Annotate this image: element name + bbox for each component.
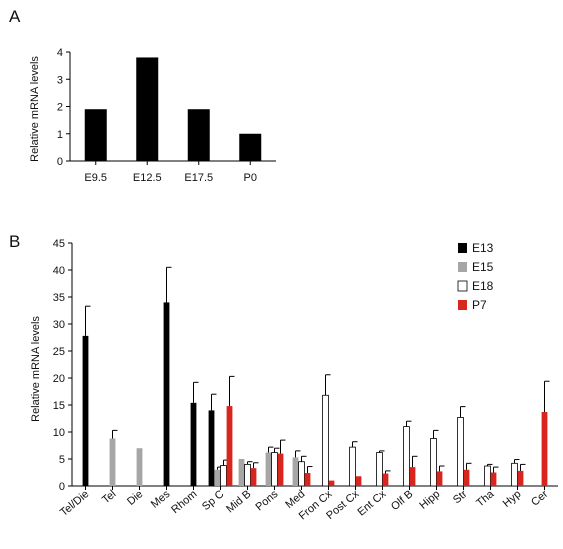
panel-b-x-tick-label: Tha bbox=[474, 488, 497, 510]
panel-a-y-tick-label: 2 bbox=[57, 102, 63, 114]
panel-a-y-tick-label: 1 bbox=[57, 129, 63, 141]
panel-a-bar bbox=[84, 109, 107, 161]
panel-b-bar-e13 bbox=[163, 302, 170, 486]
panel-b-x-tick-label: Hipp bbox=[417, 488, 442, 512]
panel-b-bar-e18 bbox=[298, 461, 305, 487]
legend-swatch-e18 bbox=[457, 280, 468, 292]
panel-b-bar-p7 bbox=[490, 472, 497, 486]
panel-b-bar-e18 bbox=[244, 463, 251, 487]
panel-b-x-tick-label: Sp C bbox=[200, 488, 226, 513]
panel-a-x-tick-label: E12.5 bbox=[133, 172, 162, 184]
panel-b-x-tick-label: Rhom bbox=[169, 488, 199, 516]
panel-b-x-tick-label: Cer bbox=[529, 488, 551, 509]
panel-b-x-tick-label: Str bbox=[451, 488, 470, 506]
panel-b-bar-p7 bbox=[409, 467, 416, 486]
legend-label-p7: P7 bbox=[472, 298, 487, 312]
panel-b-legend: E13 E15 E18 P7 bbox=[457, 241, 494, 312]
panel-b-bar-p7 bbox=[382, 473, 389, 486]
panel-b-x-tick-label: Mid B bbox=[224, 488, 253, 515]
panel-b-bar-e15 bbox=[292, 457, 299, 486]
panel-b-y-tick-label: 10 bbox=[53, 427, 65, 439]
panel-b-bar-p7 bbox=[436, 471, 443, 486]
panel-b-bar-e18 bbox=[376, 452, 383, 487]
legend-label-e18: E18 bbox=[472, 279, 494, 293]
panel-b-x-tick-label: Olf B bbox=[389, 488, 415, 513]
legend-swatch-e13 bbox=[458, 243, 467, 253]
panel-b-bar-p7 bbox=[541, 412, 548, 486]
panel-a-y-tick-label: 4 bbox=[57, 47, 63, 59]
panel-a-y-tick-label: 0 bbox=[57, 156, 63, 168]
panel-a-x-tick-label: P0 bbox=[244, 172, 257, 184]
panel-b-bar-e18 bbox=[430, 438, 437, 487]
panel-b-x-tick-label: Pons bbox=[254, 488, 281, 514]
panel-b-y-tick-label: 35 bbox=[53, 292, 65, 304]
panel-b-bar-e18 bbox=[511, 462, 518, 487]
panel-b-bar-p7 bbox=[304, 473, 311, 486]
panel-b-bar-p7 bbox=[517, 470, 524, 486]
panel-b-y-axis-title: Relative mRNA levels bbox=[30, 316, 42, 422]
panel-b-bar-e18 bbox=[271, 452, 278, 487]
panel-b-y-tick-label: 5 bbox=[59, 454, 65, 466]
panel-b-bar-e15 bbox=[109, 438, 116, 486]
legend-label-e15: E15 bbox=[472, 260, 494, 274]
panel-b-bar-p7 bbox=[463, 469, 470, 486]
panel-b-x-tick-label: Tel bbox=[100, 488, 118, 506]
panel-b-bar-e15 bbox=[238, 459, 245, 486]
panel-b-bar-e15 bbox=[136, 448, 143, 486]
panel-b-letter: B bbox=[9, 232, 20, 251]
panel-b-bar-e13 bbox=[208, 410, 215, 486]
panel-b-y-tick-label: 15 bbox=[53, 400, 65, 412]
panel-b-bar-e15 bbox=[265, 452, 272, 486]
panel-a-bar bbox=[187, 109, 210, 161]
panel-b-bar-e18 bbox=[349, 446, 356, 487]
panel-b-y-tick-label: 20 bbox=[53, 373, 65, 385]
panel-b-bar-p7 bbox=[328, 480, 335, 486]
panel-b-bar-e18 bbox=[457, 417, 464, 487]
panel-b-bar-e18 bbox=[322, 394, 329, 487]
panel-b-x-tick-label: Die bbox=[125, 488, 145, 508]
panel-a-bar bbox=[136, 57, 159, 162]
panel-b-bar-p7 bbox=[250, 468, 257, 486]
panel-b-bar-e15 bbox=[214, 469, 221, 486]
panel-b-bar-e18 bbox=[220, 465, 227, 487]
panel-a-y-tick-label: 3 bbox=[57, 74, 63, 86]
panel-b-y-tick-label: 0 bbox=[59, 481, 65, 493]
panel-a-letter: A bbox=[9, 7, 21, 26]
panel-a-x-tick-label: E17.5 bbox=[184, 172, 213, 184]
panel-b-x-tick-label: Hyp bbox=[501, 488, 524, 510]
panel-a-chart: Relative mRNA levels 0 1 2 3 4 E9.5 E12.5 E17.5… bbox=[29, 47, 276, 184]
panel-a-bar bbox=[239, 133, 262, 161]
panel-a-x-tick-label: E9.5 bbox=[84, 172, 107, 184]
panel-b-bar-e18 bbox=[403, 426, 410, 487]
panel-b-bar-e18 bbox=[484, 465, 491, 487]
panel-b-bar-p7 bbox=[277, 453, 284, 486]
legend-swatch-p7 bbox=[458, 300, 467, 310]
panel-b-y-tick-label: 30 bbox=[53, 319, 65, 331]
panel-b-bar-e13 bbox=[82, 335, 89, 486]
panel-a-y-axis-title: Relative mRNA levels bbox=[29, 56, 41, 162]
panel-b-y-tick-label: 40 bbox=[53, 265, 65, 277]
legend-label-e13: E13 bbox=[472, 241, 494, 255]
legend-swatch-e15 bbox=[458, 262, 467, 272]
panel-b-bar-e13 bbox=[190, 402, 197, 486]
panel-b-bar-p7 bbox=[226, 406, 233, 486]
panel-b-bar-p7 bbox=[355, 476, 362, 486]
panel-b-y-tick-label: 45 bbox=[53, 238, 65, 250]
panel-b-y-tick-label: 25 bbox=[53, 346, 65, 358]
panel-b-x-tick-label: Ent Cx bbox=[355, 488, 388, 519]
